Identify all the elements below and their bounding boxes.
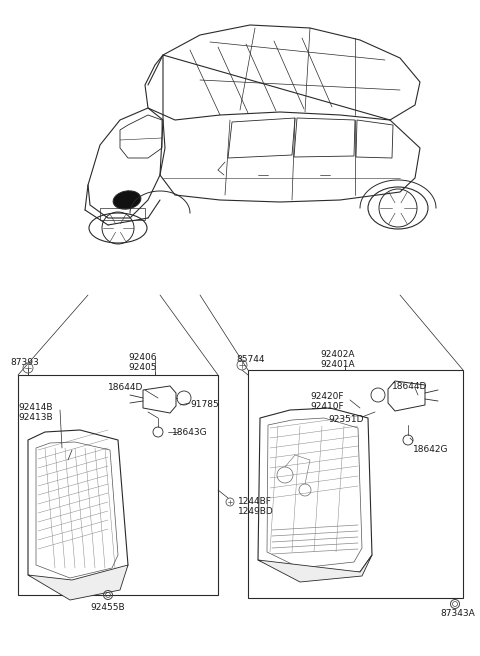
Text: 92410F: 92410F <box>310 402 344 411</box>
Polygon shape <box>258 555 372 582</box>
Text: 92455B: 92455B <box>90 603 125 612</box>
Text: 92402A: 92402A <box>320 350 355 359</box>
Ellipse shape <box>113 191 141 209</box>
Bar <box>18 375 218 595</box>
Text: 87393: 87393 <box>10 358 39 367</box>
Bar <box>248 370 463 598</box>
Text: 92351D: 92351D <box>328 415 363 424</box>
Text: 92401A: 92401A <box>320 360 355 369</box>
Text: 87343A: 87343A <box>440 609 475 618</box>
Bar <box>100 208 145 220</box>
Text: 18644D: 18644D <box>108 383 144 392</box>
Text: 18643G: 18643G <box>172 428 208 437</box>
Text: 1244BF: 1244BF <box>238 497 272 506</box>
Text: 92406: 92406 <box>128 353 156 362</box>
Text: 1249BD: 1249BD <box>238 507 274 516</box>
Text: 18642G: 18642G <box>413 445 448 454</box>
Text: 92413B: 92413B <box>18 413 53 422</box>
Text: 92420F: 92420F <box>310 392 344 401</box>
Polygon shape <box>28 565 128 600</box>
Text: 18644D: 18644D <box>392 382 427 391</box>
Text: 85744: 85744 <box>236 355 264 364</box>
Text: 91785: 91785 <box>190 400 219 409</box>
Text: 92414B: 92414B <box>18 403 52 412</box>
Text: 92405: 92405 <box>128 363 156 372</box>
